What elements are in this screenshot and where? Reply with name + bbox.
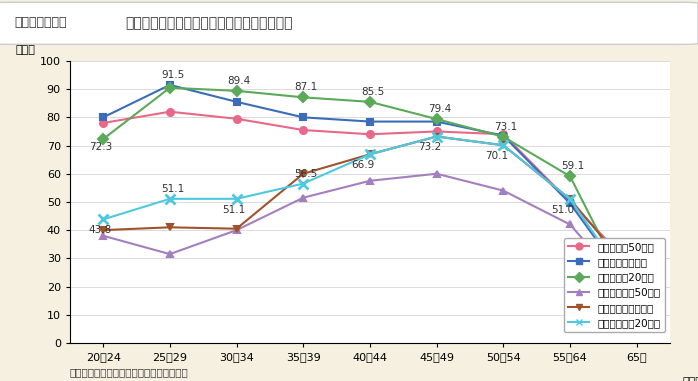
未婚（平成２年） (99, 115, 107, 120)
未婚（平成２年） (499, 133, 507, 138)
Text: 12.5: 12.5 (628, 311, 651, 321)
未婚（平成２年） (299, 115, 307, 120)
有配偶（平成20年） (499, 143, 507, 147)
Line: 有配偶（平成20年）: 有配偶（平成20年） (98, 132, 641, 300)
未婚（昭和50年） (433, 129, 441, 134)
有配偶（平成２年） (165, 225, 174, 230)
Line: 未婚（昭和50年）: 未婚（昭和50年） (100, 108, 640, 274)
未婚（平成20年） (632, 306, 641, 310)
Text: 89.4: 89.4 (228, 76, 251, 86)
有配偶（昭和50年） (433, 171, 441, 176)
FancyBboxPatch shape (0, 2, 698, 44)
Line: 有配偶（昭和50年）: 有配偶（昭和50年） (100, 170, 640, 304)
未婚（平成20年） (433, 117, 441, 121)
未婚（昭和50年） (299, 128, 307, 132)
有配偶（平成20年） (299, 181, 307, 186)
有配偶（平成２年） (499, 143, 507, 147)
有配偶（平成20年） (99, 217, 107, 222)
有配偶（平成２年） (299, 171, 307, 176)
未婚（平成20年） (299, 95, 307, 99)
有配偶（平成20年） (632, 293, 641, 298)
有配偶（昭和50年） (99, 234, 107, 238)
Text: 70.1: 70.1 (485, 151, 508, 161)
有配偶（平成20年） (366, 152, 374, 157)
Text: （％）: （％） (16, 45, 36, 55)
Text: 51.1: 51.1 (222, 205, 246, 215)
有配偶（平成２年） (433, 134, 441, 139)
未婚（昭和50年） (165, 109, 174, 114)
Text: 56.5: 56.5 (295, 169, 318, 179)
有配偶（平成２年） (366, 152, 374, 157)
有配偶（昭和50年） (299, 195, 307, 200)
Text: 第１－２－７図: 第１－２－７図 (14, 16, 66, 29)
未婚（平成20年） (99, 137, 107, 141)
Text: 配偶関係別女性の年齢階級別労働力率の推移: 配偶関係別女性の年齢階級別労働力率の推移 (126, 16, 293, 30)
有配偶（平成20年） (566, 197, 574, 202)
未婚（昭和50年） (566, 200, 574, 204)
Text: 79.4: 79.4 (428, 104, 451, 114)
未婚（平成２年） (232, 99, 241, 104)
有配偶（平成20年） (433, 134, 441, 139)
未婚（平成２年） (366, 119, 374, 124)
有配偶（平成２年） (566, 197, 574, 202)
未婚（昭和50年） (99, 121, 107, 125)
未婚（昭和50年） (232, 117, 241, 121)
有配偶（昭和50年） (232, 228, 241, 232)
Text: 91.5: 91.5 (161, 70, 184, 80)
未婚（平成２年） (433, 119, 441, 124)
未婚（平成20年） (499, 134, 507, 139)
有配偶（平成２年） (232, 226, 241, 231)
未婚（平成２年） (566, 201, 574, 206)
Text: 85.5: 85.5 (361, 87, 385, 97)
未婚（平成２年） (632, 293, 641, 298)
有配偶（平成２年） (99, 228, 107, 232)
Text: 72.3: 72.3 (89, 142, 112, 152)
有配偶（昭和50年） (366, 179, 374, 183)
Text: 73.2: 73.2 (418, 142, 441, 152)
Text: 59.1: 59.1 (561, 161, 584, 171)
Text: （歳）: （歳） (682, 377, 698, 381)
Text: 87.1: 87.1 (295, 82, 318, 92)
Text: 66.9: 66.9 (351, 160, 375, 170)
Line: 有配偶（平成２年）: 有配偶（平成２年） (100, 133, 640, 282)
Text: 51.1: 51.1 (161, 184, 184, 194)
有配偶（昭和50年） (566, 222, 574, 227)
Line: 未婚（平成２年）: 未婚（平成２年） (100, 82, 640, 299)
未婚（平成20年） (165, 85, 174, 90)
有配偶（平成２年） (632, 276, 641, 280)
未婚（平成20年） (566, 174, 574, 179)
未婚（昭和50年） (366, 132, 374, 136)
未婚（昭和50年） (632, 269, 641, 273)
有配偶（平成20年） (165, 197, 174, 201)
有配偶（昭和50年） (499, 188, 507, 193)
Text: 73.1: 73.1 (494, 122, 518, 132)
有配偶（昭和50年） (632, 298, 641, 303)
Text: 43.8: 43.8 (89, 225, 112, 235)
Text: 51.0: 51.0 (551, 205, 574, 215)
未婚（平成20年） (232, 88, 241, 93)
未婚（平成20年） (366, 99, 374, 104)
未婚（昭和50年） (499, 132, 507, 136)
未婚（平成２年） (165, 83, 174, 87)
有配偶（平成20年） (232, 197, 241, 201)
Text: （備考）総務省「労働力調査」より作成。: （備考）総務省「労働力調査」より作成。 (70, 367, 188, 377)
Line: 未婚（平成20年）: 未婚（平成20年） (100, 84, 640, 311)
有配偶（昭和50年） (165, 252, 174, 256)
Text: 16.8: 16.8 (628, 280, 651, 291)
Legend: 未婚（昭和50年）, 未婚（平成２年）, 未婚（平成20年）, 有配偶（昭和50年）, 有配偶（平成２年）, 有配偶（平成20年）: 未婚（昭和50年）, 未婚（平成２年）, 未婚（平成20年）, 有配偶（昭和50… (564, 238, 665, 332)
